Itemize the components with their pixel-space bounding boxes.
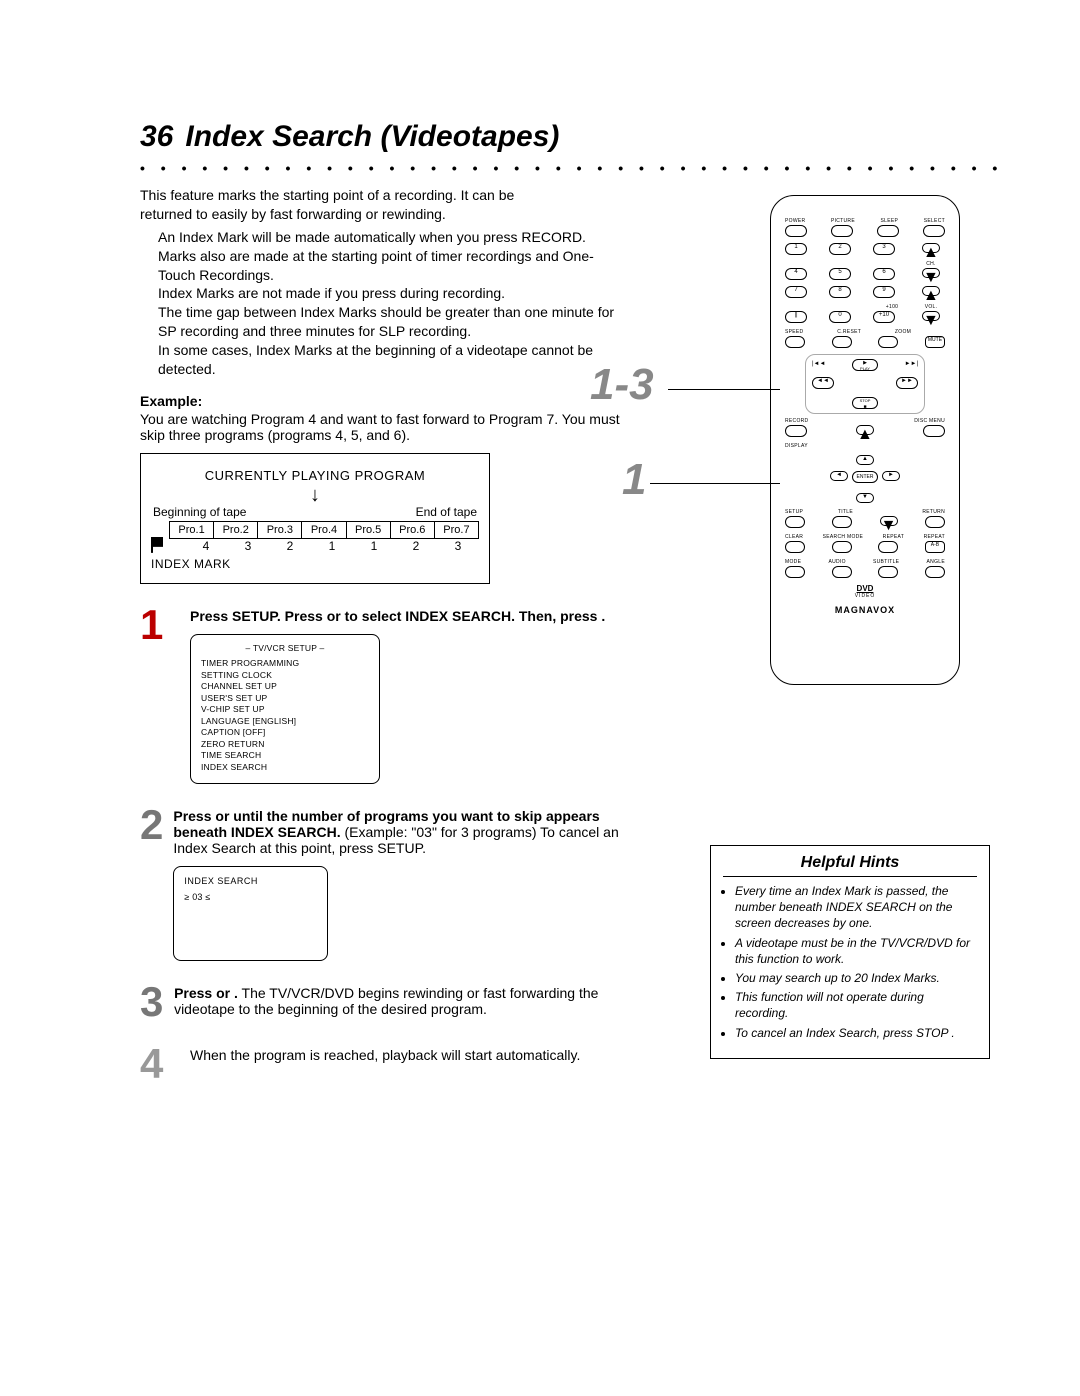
step-3-text: Press or . The TV/VCR/DVD begins rewindi…: [174, 981, 620, 1023]
down-icon: ▼: [856, 493, 874, 503]
intro-p3: The time gap between Index Marks should …: [158, 303, 620, 341]
lead-line-icon: [668, 389, 780, 390]
intro-p2: Index Marks are not made if you press du…: [158, 284, 620, 303]
hint-item: To cancel an Index Search, press STOP .: [735, 1025, 977, 1041]
ffwd-button: ►►: [896, 377, 918, 389]
osd-index-search: INDEX SEARCH ≥ 03 ≤: [173, 866, 328, 961]
step-1-number: 1: [140, 604, 180, 784]
osd-setup-menu: – TV/VCR SETUP – TIMER PROGRAMMING SETTI…: [190, 634, 380, 784]
arrow-down-icon: ↓: [151, 489, 479, 501]
step-3-number: 3: [140, 981, 164, 1023]
step-2-number: 2: [140, 804, 163, 961]
rewind-button: ◄◄: [812, 377, 834, 389]
flag-icon: [151, 537, 163, 553]
hint-item: This function will not operate during re…: [735, 989, 977, 1021]
index-mark-label: INDEX MARK: [151, 557, 479, 571]
page-number: 36: [140, 120, 173, 154]
example-text: You are watching Program 4 and want to f…: [140, 411, 620, 443]
helpful-hints-box: Helpful Hints Every time an Index Mark i…: [710, 845, 990, 1059]
step-1-text: Press SETUP. Press or to select INDEX SE…: [190, 604, 605, 784]
right-icon: ►: [882, 471, 900, 481]
dotted-rule: • • • • • • • • • • • • • • • • • • • • …: [140, 160, 1000, 176]
callout-1-3: 1-3: [590, 360, 654, 410]
step-4-text: When the program is reached, playback wi…: [190, 1043, 580, 1085]
lead-line-icon: [650, 483, 780, 484]
hint-item: You may search up to 20 Index Marks.: [735, 970, 977, 986]
play-button: ▶PLAY: [852, 359, 878, 371]
tape-title: CURRENTLY PLAYING PROGRAM: [151, 468, 479, 483]
intro-p1: An Index Mark will be made automatically…: [158, 228, 620, 285]
brand-label: MAGNAVOX: [785, 605, 945, 615]
page-title: Index Search (Videotapes): [185, 120, 559, 154]
left-icon: ◄: [830, 471, 848, 481]
remote-diagram: 1-3 1 POWERPICTURESLEEPSELECT 123 ▲ CH. …: [630, 195, 1010, 685]
tape-left-label: Beginning of tape: [153, 505, 246, 519]
skip-fwd-icon: ►►|: [905, 361, 918, 367]
tape-cells: Pro.1Pro.2Pro.3Pro.4Pro.5Pro.6Pro.7: [169, 521, 479, 539]
tape-right-label: End of tape: [416, 505, 477, 519]
up-icon: ▲: [856, 455, 874, 465]
dvd-logo: DVD: [785, 584, 945, 593]
tape-diagram: CURRENTLY PLAYING PROGRAM ↓ Beginning of…: [140, 453, 490, 584]
intro-p4: In some cases, Index Marks at the beginn…: [158, 341, 620, 379]
callout-1: 1: [622, 455, 646, 505]
step-2-text: Press or until the number of programs yo…: [173, 804, 620, 961]
intro-text: This feature marks the starting point of…: [140, 186, 620, 224]
hint-item: A videotape must be in the TV/VCR/DVD fo…: [735, 935, 977, 967]
enter-button: ENTER: [852, 471, 878, 483]
hints-title: Helpful Hints: [723, 854, 977, 877]
skip-back-icon: |◄◄: [812, 361, 825, 367]
step-4-number: 4: [140, 1043, 180, 1085]
stop-button: STOP■: [852, 397, 878, 409]
example-label: Example:: [140, 393, 620, 409]
hint-item: Every time an Index Mark is passed, the …: [735, 883, 977, 932]
